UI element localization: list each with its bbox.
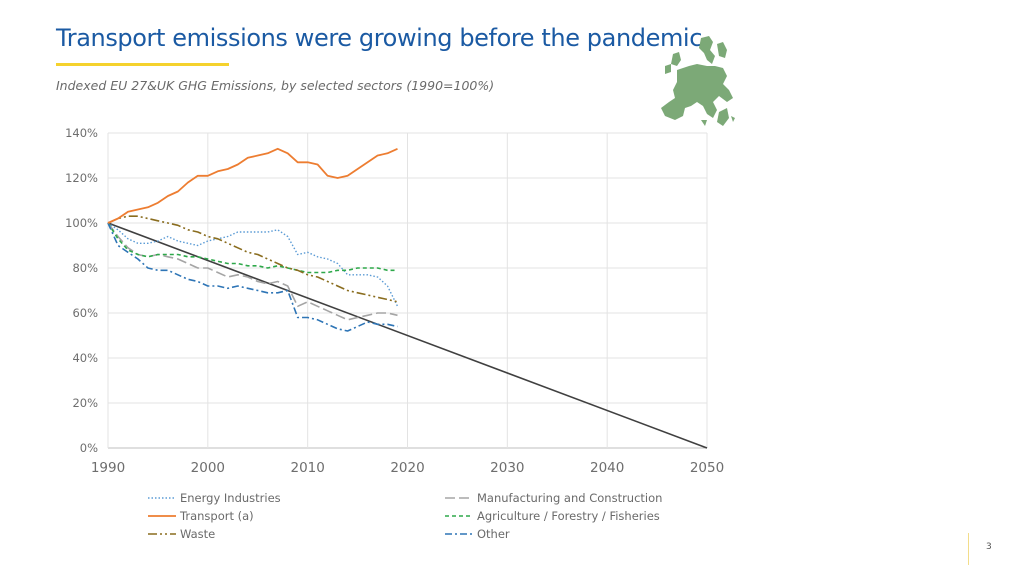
y-tick-label: 140% bbox=[65, 126, 98, 140]
y-tick-label: 20% bbox=[72, 396, 98, 410]
chart-legend: Energy Industries Manufacturing and Const… bbox=[148, 491, 662, 541]
x-tick-label: 2030 bbox=[490, 460, 524, 476]
series-line-agriculture-forestry-fisheries bbox=[107, 222, 398, 274]
series-line-other bbox=[107, 222, 398, 332]
chart-ticks: 0% 20% 40% 60% 80% 100% 120% 140% 1990 2000 2010 20… bbox=[65, 126, 724, 476]
legend-label-energy-industries: Energy Industries bbox=[180, 491, 281, 505]
title-underline bbox=[56, 63, 229, 66]
x-tick-label: 2050 bbox=[690, 460, 724, 476]
legend-label-waste: Waste bbox=[180, 527, 215, 541]
x-tick-label: 1990 bbox=[91, 460, 125, 476]
legend-label-agriculture-forestry-fisheries: Agriculture / Forestry / Fisheries bbox=[477, 509, 660, 523]
y-tick-label: 120% bbox=[65, 171, 98, 185]
series-line-waste bbox=[107, 215, 398, 303]
chart-series bbox=[107, 147, 708, 449]
legend-label-manufacturing-and-construction: Manufacturing and Construction bbox=[477, 491, 662, 505]
target-trajectory-line bbox=[107, 222, 708, 449]
page-number: 3 bbox=[986, 542, 992, 552]
series-line-transport-a bbox=[107, 147, 398, 224]
y-tick-label: 0% bbox=[80, 441, 98, 455]
page-number-rule bbox=[968, 533, 969, 565]
legend-label-transport-a: Transport (a) bbox=[179, 509, 254, 523]
x-tick-label: 2000 bbox=[191, 460, 225, 476]
series-line-manufacturing-and-construction bbox=[107, 222, 398, 321]
page-title: Transport emissions were growing before … bbox=[56, 24, 702, 52]
x-tick-label: 2020 bbox=[390, 460, 424, 476]
series-line-energy-industries bbox=[107, 222, 399, 307]
x-tick-label: 2040 bbox=[590, 460, 624, 476]
y-tick-label: 100% bbox=[65, 216, 98, 230]
chart-subtitle: Indexed EU 27&UK GHG Emissions, by selec… bbox=[56, 78, 495, 93]
eu-map-icon bbox=[661, 36, 735, 126]
x-tick-label: 2010 bbox=[290, 460, 324, 476]
legend-label-other: Other bbox=[477, 527, 510, 541]
y-tick-label: 80% bbox=[72, 261, 98, 275]
y-tick-label: 60% bbox=[72, 306, 98, 320]
chart-grid bbox=[107, 132, 708, 449]
y-tick-label: 40% bbox=[72, 351, 98, 365]
